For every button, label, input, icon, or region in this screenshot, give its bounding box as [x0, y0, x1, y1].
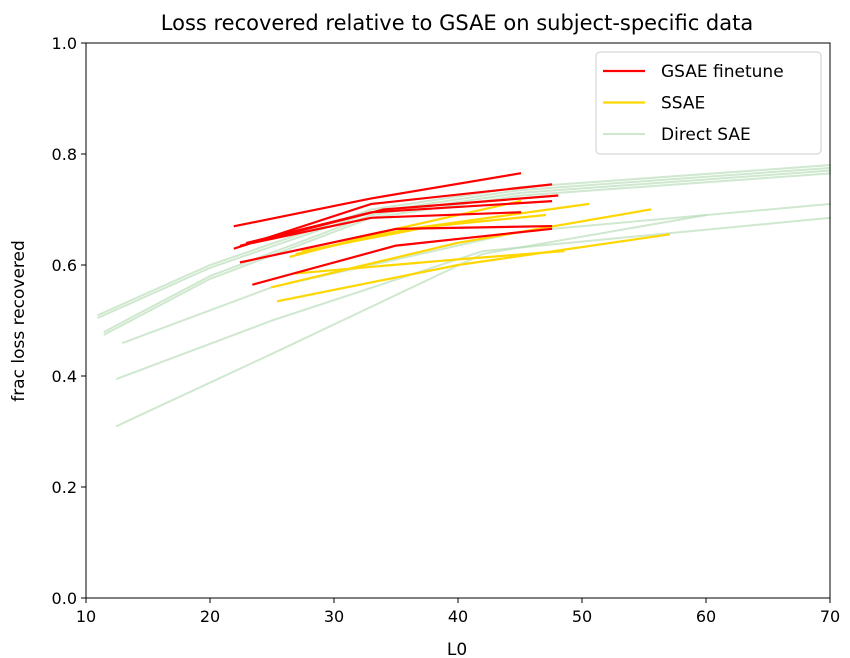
legend-box — [595, 51, 822, 155]
y-tick-label: 0.6 — [52, 256, 77, 275]
series-line-ssae-11 — [276, 233, 671, 303]
legend: GSAE finetune SSAE Direct SAE — [595, 51, 822, 155]
y-tick-label: 0.2 — [52, 478, 77, 497]
series-line-gsae-finetune-16 — [245, 200, 553, 245]
y-axis-label: frac loss recovered — [9, 240, 29, 402]
series-line-ssae-9 — [301, 213, 547, 253]
legend-label-gsae-finetune: GSAE finetune — [661, 62, 784, 82]
x-tick-label: 50 — [572, 607, 592, 626]
y-axis: 0.0 0.2 0.4 0.6 0.8 1.0 — [52, 34, 86, 608]
x-tick-label: 60 — [696, 607, 716, 626]
series-line-direct-sae-5 — [115, 216, 832, 381]
series-line-ssae-10 — [270, 208, 652, 289]
series-line-direct-sae-0 — [97, 164, 832, 317]
x-tick-label: 20 — [200, 607, 220, 626]
series-line-gsae-finetune-17 — [252, 211, 522, 245]
y-tick-label: 0.4 — [52, 367, 77, 386]
plot-area — [85, 42, 832, 599]
y-tick-label: 0.0 — [52, 589, 77, 608]
series-line-ssae-12 — [295, 249, 565, 275]
x-tick-label: 10 — [76, 607, 96, 626]
series-line-direct-sae-4 — [121, 202, 832, 344]
series-line-direct-sae-2 — [103, 169, 832, 333]
x-tick-label: 70 — [820, 607, 840, 626]
x-tick-label: 30 — [324, 607, 344, 626]
series-line-gsae-finetune-19 — [252, 227, 553, 286]
series-line-gsae-finetune-18 — [239, 224, 553, 264]
legend-label-ssae: SSAE — [661, 94, 705, 114]
x-axis: 10 20 30 40 50 60 70 — [76, 598, 840, 626]
legend-label-direct-sae: Direct SAE — [661, 125, 751, 145]
chart-title: Loss recovered relative to GSAE on subje… — [161, 11, 753, 35]
series-line-direct-sae-6 — [115, 213, 708, 428]
x-axis-label: L0 — [447, 640, 467, 658]
series-line-gsae-finetune-13 — [233, 172, 522, 228]
y-tick-label: 1.0 — [52, 34, 77, 53]
y-tick-label: 0.8 — [52, 145, 77, 164]
x-tick-label: 40 — [448, 607, 468, 626]
